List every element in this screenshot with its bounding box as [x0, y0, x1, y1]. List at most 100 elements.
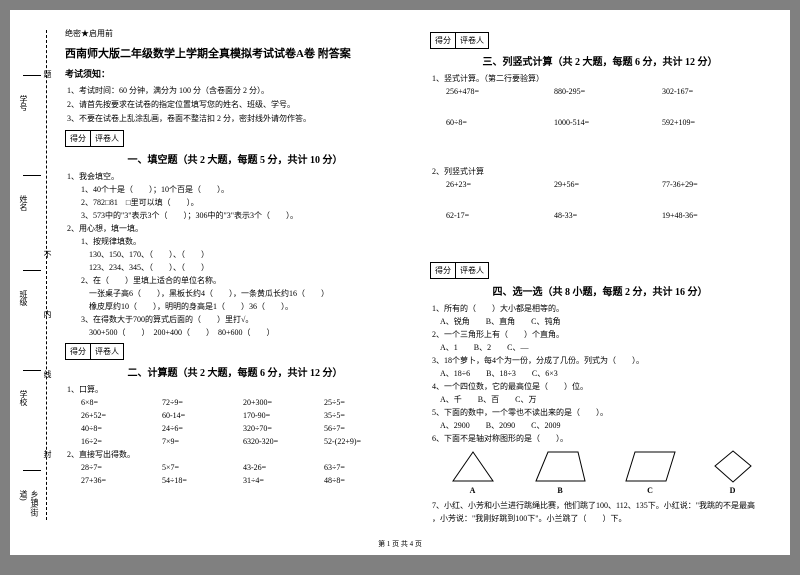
- parallelogram-icon: [623, 449, 678, 484]
- binding-seal-5: 题: [42, 70, 53, 78]
- binding-area: 乡镇(街道) 学校 班级 姓名 学号 封 线 内 不 题: [18, 30, 58, 520]
- q3-row-4: 16÷2=7×9=6320-320=52-(22+9)=: [81, 435, 405, 448]
- mc-5: 5、下面的数中，一个零也不读出来的是（ ）。: [432, 406, 770, 419]
- triangle-icon: [448, 449, 498, 484]
- binding-label-5: 学号: [18, 95, 29, 111]
- mc-5-opts: A、2900 B、2090 C、2009: [432, 419, 770, 432]
- score-label-a2: 得分: [66, 344, 91, 359]
- binding-blank-3: [23, 270, 41, 271]
- right-column: 得分 评卷人 三、列竖式计算（共 2 大题，每题 6 分，共计 12 分） 1、…: [430, 28, 770, 545]
- calc-space-2: [430, 129, 770, 147]
- mc-4-opts: A、千 B、百 C、万: [432, 393, 770, 406]
- binding-label-3: 班级: [18, 290, 29, 306]
- score-label-b4: 评卷人: [456, 263, 488, 278]
- score-box-3: 得分 评卷人: [430, 32, 489, 49]
- binding-label-4: 姓名: [18, 195, 29, 211]
- q1-sub-2: 2、782□81 □里可以填（ ）。: [81, 196, 405, 209]
- q3-row-1: 6×8=72÷9=20+300=25÷5=: [81, 396, 405, 409]
- q4-row-1: 28÷7=5×7=43-26=63÷7=: [81, 461, 405, 474]
- mc-2: 2、一个三角形上有（ ）个直角。: [432, 328, 770, 341]
- exam-title: 西南师大版二年级数学上学期全真模拟考试试卷A卷 附答案: [65, 45, 405, 61]
- shape-row: A B C D: [430, 449, 770, 495]
- score-label-b: 评卷人: [91, 131, 123, 146]
- q6: 2、列竖式计算: [432, 165, 770, 178]
- q3-row-2: 26+52=60-14=170-90=35÷5=: [81, 409, 405, 422]
- q6-row-1: 26+23=29+56=77-36+29=: [446, 178, 770, 191]
- binding-dash-line: [46, 30, 47, 520]
- binding-seal-1: 封: [42, 450, 53, 458]
- q2-sub-8: 300+500（ ） 200+400（ ） 80+600（ ）: [81, 326, 405, 339]
- q2-sub-4: 2、在（ ）里填上适合的单位名称。: [81, 274, 405, 287]
- score-box-1: 得分 评卷人: [65, 130, 124, 147]
- q2-sub-1: 1、按规律填数。: [81, 235, 405, 248]
- q2-sub-6: 橡皮厚约10（ ），明明的身高是1（ ）36（ ）。: [81, 300, 405, 313]
- section-3-title: 三、列竖式计算（共 2 大题，每题 6 分，共计 12 分）: [430, 53, 770, 68]
- mc-1: 1、所有的（ ）大小都是相等的。: [432, 302, 770, 315]
- score-label-b2: 评卷人: [91, 344, 123, 359]
- q2-sub-5: 一张桌子高6（ ），黑板长约4（ ），一条黄瓜长约16（ ）: [81, 287, 405, 300]
- q5-row-2: 60÷8=1000-514=592+109=: [446, 116, 770, 129]
- q6-row-2: 62-17=48-33=19+48-36=: [446, 209, 770, 222]
- shape-label-d: D: [713, 486, 753, 495]
- binding-seal-3: 内: [42, 310, 53, 318]
- section-1-title: 一、填空题（共 2 大题，每题 5 分，共计 10 分）: [65, 151, 405, 166]
- notice-2: 2、请首先按要求在试卷的指定位置填写您的姓名、班级、学号。: [67, 98, 405, 112]
- binding-label-2: 学校: [18, 390, 29, 406]
- score-label-a3: 得分: [431, 33, 456, 48]
- binding-seal-4: 不: [42, 250, 53, 258]
- mc-6: 6、下面不是轴对称图形的是（ ）。: [432, 432, 770, 445]
- shape-b-wrap: B: [533, 449, 588, 495]
- diamond-icon: [713, 449, 753, 484]
- shape-label-a: A: [448, 486, 498, 495]
- mc-4: 4、一个四位数，它的最高位是（ ）位。: [432, 380, 770, 393]
- notice-1: 1、考试时间：60 分钟，满分为 100 分（含卷面分 2 分）。: [67, 84, 405, 98]
- mc-3-opts: A、18÷6 B、18÷3 C、6×3: [432, 367, 770, 380]
- q1-sub-3: 3、573中的"3"表示3个（ ）；306中的"3"表示3个（ ）。: [81, 209, 405, 222]
- notice-3: 3、不要在试卷上乱涂乱画，卷面不整洁扣 2 分，密封线外请勿作答。: [67, 112, 405, 126]
- left-column: 绝密★启用前 西南师大版二年级数学上学期全真模拟考试试卷A卷 附答案 考试须知：…: [65, 28, 405, 545]
- q5: 1、竖式计算。（第二行要验算）: [432, 72, 770, 85]
- binding-blank-1: [23, 470, 41, 471]
- binding-blank-2: [23, 370, 41, 371]
- shape-label-c: C: [623, 486, 678, 495]
- mc-1-opts: A、锐角 B、直角 C、钝角: [432, 315, 770, 328]
- calc-space-4: [430, 222, 770, 240]
- q3-row-3: 40÷8=24÷6=320÷70=56÷7=: [81, 422, 405, 435]
- shape-a-wrap: A: [448, 449, 498, 495]
- calc-space-4b: [430, 240, 770, 258]
- calc-space-1: [430, 98, 770, 116]
- calc-space-3: [430, 191, 770, 209]
- shape-d-wrap: D: [713, 449, 753, 495]
- q3: 1、口算。: [67, 383, 405, 396]
- content-columns: 绝密★启用前 西南师大版二年级数学上学期全真模拟考试试卷A卷 附答案 考试须知：…: [65, 28, 770, 545]
- binding-blank-4: [23, 175, 41, 176]
- q2-sub-7: 3、在得数大于700的算式后面的（ ）里打√。: [81, 313, 405, 326]
- section-2-title: 二、计算题（共 2 大题，每题 6 分，共计 12 分）: [65, 364, 405, 379]
- score-box-2: 得分 评卷人: [65, 343, 124, 360]
- trapezoid-icon: [533, 449, 588, 484]
- score-label-b3: 评卷人: [456, 33, 488, 48]
- notice-title: 考试须知：: [65, 67, 405, 80]
- binding-seal-2: 线: [42, 370, 53, 378]
- shape-c-wrap: C: [623, 449, 678, 495]
- page-footer: 第 1 页 共 4 页: [10, 539, 790, 549]
- secret-label: 绝密★启用前: [65, 28, 405, 39]
- q7b: ，小芳说："我刚好跳到100下"。小兰跳了（ ）下。: [432, 512, 770, 525]
- q2-sub-3: 123、234、345、（ ）、（ ）: [81, 261, 405, 274]
- section-4-title: 四、选一选（共 8 小题，每题 2 分，共计 16 分）: [430, 283, 770, 298]
- q1: 1、我会填空。: [67, 170, 405, 183]
- score-box-4: 得分 评卷人: [430, 262, 489, 279]
- paper: 乡镇(街道) 学校 班级 姓名 学号 封 线 内 不 题 绝密★启用前 西南师大…: [10, 10, 790, 555]
- mc-2-opts: A、1 B、2 C、—: [432, 341, 770, 354]
- q5-row-1: 256+478=880-295=302-167=: [446, 85, 770, 98]
- mc-3: 3、18个萝卜，每4个为一份，分成了几份。列式为（ ）。: [432, 354, 770, 367]
- q1-sub-1: 1、40个十是（ ）；10个百是（ ）。: [81, 183, 405, 196]
- calc-space-2b: [430, 147, 770, 165]
- score-label-a4: 得分: [431, 263, 456, 278]
- binding-blank-5: [23, 75, 41, 76]
- binding-label-1: 乡镇(街道): [18, 490, 40, 520]
- q4-row-2: 27+36=54÷18=31÷4=48÷8=: [81, 474, 405, 487]
- q2: 2、用心想，填一填。: [67, 222, 405, 235]
- score-label-a: 得分: [66, 131, 91, 146]
- q4: 2、直接写出得数。: [67, 448, 405, 461]
